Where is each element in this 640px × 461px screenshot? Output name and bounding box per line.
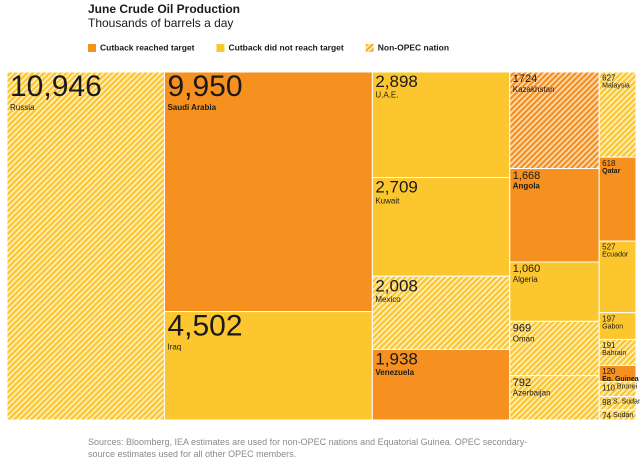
legend-swatch [88, 44, 96, 52]
cell-label: Malaysia [602, 83, 630, 90]
treemap-cell [371, 275, 511, 350]
cell-label: Gabon [602, 323, 623, 330]
treemap-cell [371, 348, 511, 421]
legend-label: Non-OPEC nation [378, 42, 449, 52]
value-label: 110 [602, 383, 615, 392]
legend-swatch [365, 44, 374, 52]
cell-label: Saudi Arabia [167, 103, 216, 112]
cell-label: Eq. Guinea [602, 376, 639, 383]
legend-label: Cutback reached target [100, 42, 195, 52]
cell-label: Iraq [167, 343, 181, 352]
cell-label: Ecuador [602, 252, 629, 259]
value-label: 10,946 [10, 70, 102, 103]
value-label: 4,502 [167, 309, 242, 342]
value-label: 1,938 [375, 349, 418, 368]
cell-label: Algeria [513, 275, 538, 284]
treemap-cell [163, 71, 373, 313]
cell-label: S. Sudan [613, 399, 640, 406]
value-label: 197 [602, 314, 616, 323]
value-label: 1,060 [513, 263, 541, 275]
value-label: 2,008 [375, 276, 418, 295]
treemap-cell [163, 311, 373, 421]
chart-subtitle: Thousands of barrels a day [88, 16, 233, 30]
value-label: 9,950 [167, 70, 242, 103]
cell-label: Brunei [617, 384, 638, 391]
treemap-cell [598, 71, 637, 158]
treemap-cell [598, 240, 637, 314]
value-label: 1724 [513, 73, 537, 85]
chart-title: June Crude Oil Production [88, 2, 240, 16]
value-label: 120 [602, 367, 616, 376]
cell-label: Sudan [613, 412, 633, 419]
treemap-cell [371, 71, 511, 179]
value-label: 969 [513, 323, 531, 335]
treemap-cell [598, 338, 637, 366]
source-note: Sources: Bloomberg, IEA estimates are us… [88, 437, 528, 459]
value-label: 74 [602, 412, 611, 421]
treemap-cell [598, 409, 637, 421]
cell-label: Oman [513, 334, 535, 343]
value-label: 618 [602, 159, 616, 168]
treemap-cell [509, 168, 600, 263]
cell-label: Venezuela [375, 368, 414, 377]
value-label: 1,668 [513, 170, 541, 182]
value-label: 792 [513, 377, 531, 389]
treemap-cell [509, 320, 600, 377]
cell-label: U.A.E. [375, 91, 398, 100]
cell-label: Kazakhstan [513, 85, 555, 94]
cell-label: Mexico [375, 295, 401, 304]
value-label: 2,709 [375, 178, 418, 197]
chart: June Crude Oil Production Thousands of b… [6, 2, 640, 421]
value-label: 191 [602, 341, 616, 350]
legend-label: Cutback did not reach target [228, 42, 343, 52]
treemap-cell [6, 71, 165, 421]
treemap-cell [371, 177, 511, 277]
value-label: 2,898 [375, 72, 418, 91]
value-label: 627 [602, 74, 616, 83]
cell-label: Qatar [602, 168, 621, 175]
cell-label: Russia [10, 103, 35, 112]
cell-label: Angola [513, 182, 541, 191]
value-label: 527 [602, 243, 616, 252]
legend-swatch [216, 44, 225, 52]
cell-label: Bahrain [602, 350, 626, 357]
cell-label: Azerbaijan [513, 389, 551, 398]
cell-label: Kuwait [375, 196, 400, 205]
value-label: 98 [602, 398, 611, 407]
